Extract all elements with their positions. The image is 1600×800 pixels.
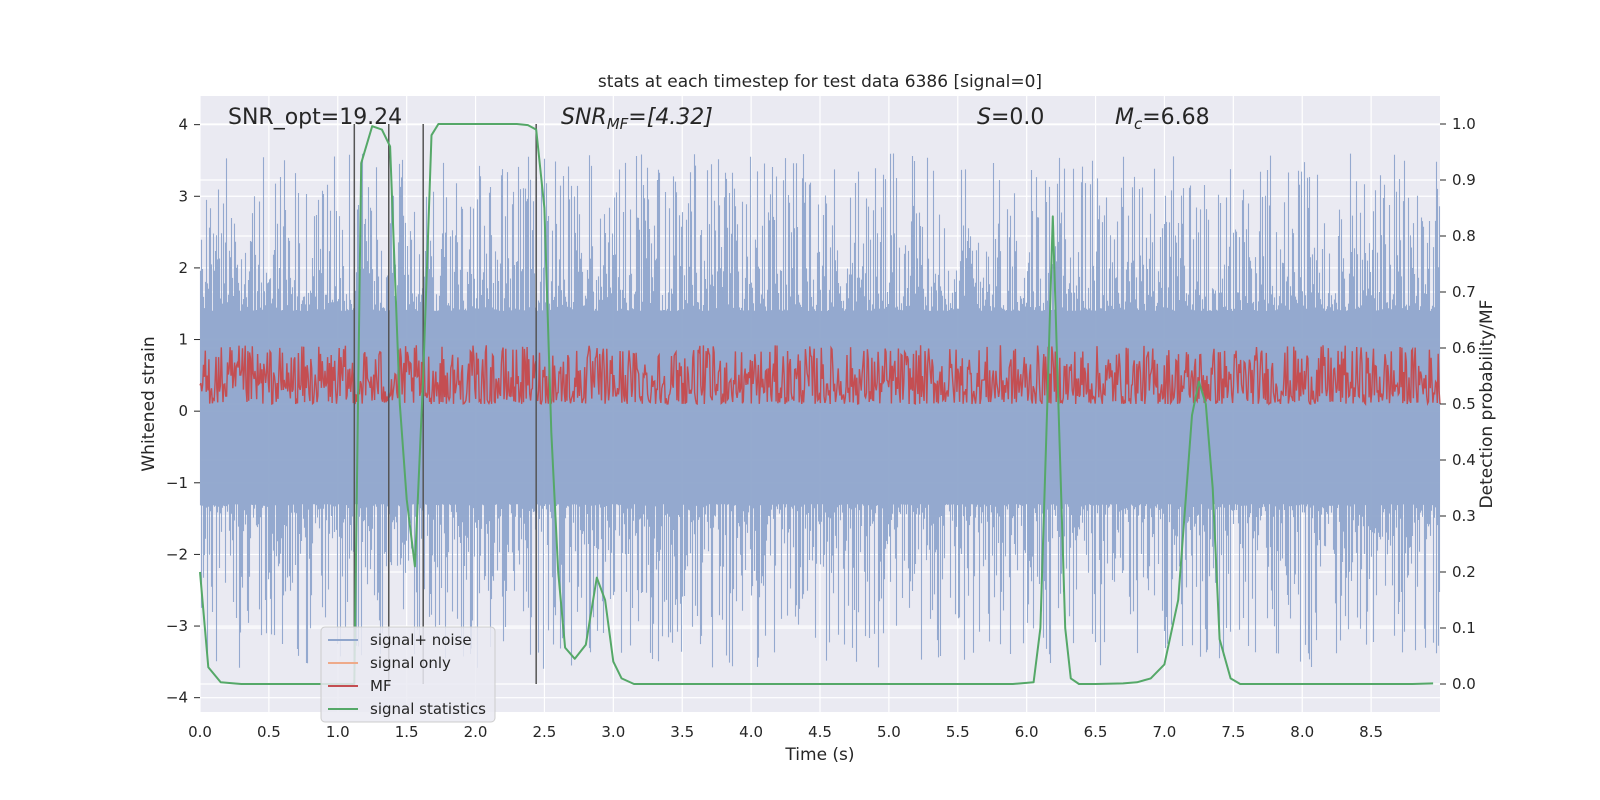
y-right-tick-label: 0.5 [1452, 395, 1476, 413]
chart-title: stats at each timestep for test data 638… [598, 72, 1042, 92]
mc-variable: M [1115, 105, 1134, 130]
y-right-tick-label: 0.4 [1452, 451, 1476, 469]
annotation-snr-opt: SNR_opt=19.24 [228, 105, 402, 130]
legend-label-signal-statistics: signal statistics [370, 700, 486, 718]
x-tick-label: 2.5 [533, 723, 557, 741]
x-tick-label: 1.0 [326, 723, 350, 741]
legend-label-signal-noise: signal+ noise [370, 631, 472, 649]
x-tick-label: 0.0 [188, 723, 212, 741]
annotation-s: S=0.0 [977, 105, 1044, 130]
y-left-tick-label: −2 [166, 545, 188, 563]
y-right-axis-ticks: 1.0 0.9 0.8 0.7 0.6 0.5 0.4 0.3 0.2 0.1 0.0 [1440, 115, 1476, 693]
y-right-tick-label: 0.8 [1452, 227, 1476, 245]
y-left-axis-label: Whitened strain [139, 336, 159, 471]
x-tick-label: 8.5 [1359, 723, 1383, 741]
vertical-markers [353, 124, 537, 684]
mf-series [199, 345, 1441, 406]
y-right-axis-label: Detection probability/MF [1477, 300, 1497, 509]
snr-mf-subscript: MF [607, 115, 629, 133]
y-left-tick-label: −1 [166, 474, 188, 492]
x-tick-label: 7.0 [1153, 723, 1177, 741]
x-tick-label: 1.5 [395, 723, 419, 741]
y-left-tick-label: 2 [178, 259, 188, 277]
y-right-tick-label: 0.3 [1452, 507, 1476, 525]
x-tick-label: 8.0 [1290, 723, 1314, 741]
y-right-tick-label: 0.2 [1452, 563, 1476, 581]
signal-statistics-line [199, 123, 1434, 685]
mc-value: =6.68 [1142, 105, 1209, 130]
y-right-tick-label: 1.0 [1452, 115, 1476, 133]
y-left-tick-label: 3 [178, 187, 188, 205]
x-tick-label: 0.5 [257, 723, 281, 741]
x-tick-label: 5.0 [877, 723, 901, 741]
legend-box [320, 626, 496, 723]
x-tick-label: 4.5 [808, 723, 832, 741]
y-left-tick-label: −3 [166, 617, 188, 635]
y-left-tick-label: 1 [178, 331, 188, 349]
signal-noise-series [199, 153, 1441, 669]
y-right-tick-label: 0.6 [1452, 339, 1476, 357]
legend-label-mf: MF [370, 677, 392, 695]
s-value: =0.0 [991, 105, 1044, 130]
x-tick-label: 7.5 [1221, 723, 1245, 741]
snr-mf-base: SNR [561, 105, 607, 130]
x-tick-label: 3.5 [670, 723, 694, 741]
s-variable: S [977, 105, 991, 130]
snr-mf-rest: =[4.32] [628, 105, 713, 130]
y-right-tick-label: 0.7 [1452, 283, 1476, 301]
annotation-mc: Mc=6.68 [1115, 105, 1210, 133]
annotation-snr-mf: SNRMF=[4.32] [561, 105, 713, 133]
x-tick-label: 4.0 [739, 723, 763, 741]
legend: signal+ noise signal only MF signal stat… [320, 626, 496, 723]
signal-noise-line [199, 153, 1441, 669]
mc-subscript: c [1134, 115, 1143, 133]
x-tick-label: 3.0 [601, 723, 625, 741]
y-right-tick-label: 0.0 [1452, 675, 1476, 693]
y-left-tick-label: 4 [178, 116, 188, 134]
y-left-tick-label: −4 [166, 689, 188, 707]
x-tick-label: 6.0 [1015, 723, 1039, 741]
x-tick-label: 6.5 [1084, 723, 1108, 741]
x-axis-ticks: 0.0 0.5 1.0 1.5 2.0 2.5 3.0 3.5 4.0 4.5 5.0 5.5 6.0 6… [188, 723, 1383, 741]
y-left-tick-label: 0 [178, 402, 188, 420]
legend-label-signal-only: signal only [370, 654, 451, 672]
signal-statistics-series [199, 123, 1434, 685]
mf-line [199, 345, 1441, 406]
y-left-axis-ticks: 4 3 2 1 0 −1 −2 −3 −4 [166, 116, 200, 707]
y-right-tick-label: 0.1 [1452, 619, 1476, 637]
x-tick-label: 5.5 [946, 723, 970, 741]
y-right-tick-label: 0.9 [1452, 171, 1476, 189]
x-tick-label: 2.0 [464, 723, 488, 741]
x-axis-label: Time (s) [784, 745, 854, 765]
